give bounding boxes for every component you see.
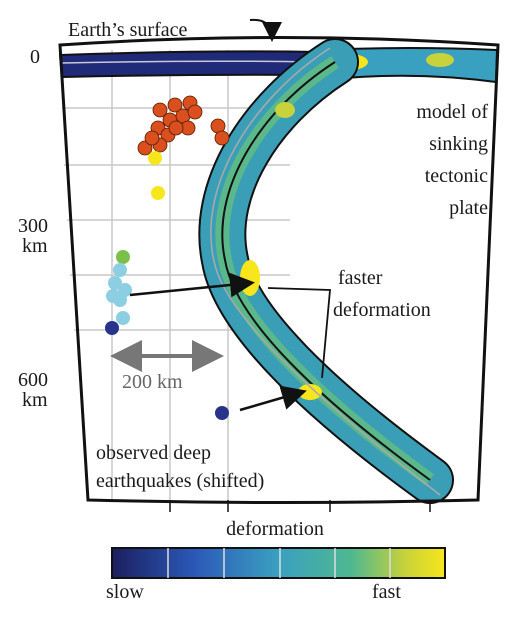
arrow xyxy=(239,385,307,412)
colorbar xyxy=(111,547,446,579)
title: Earth’s surface xyxy=(68,19,188,41)
colorbar-ticks xyxy=(167,548,391,578)
scale-label: 200 km xyxy=(122,371,183,393)
model-line: tectonic xyxy=(425,165,488,187)
earthquakes-deep xyxy=(106,263,132,325)
frame xyxy=(58,36,500,504)
earthquake xyxy=(151,186,165,200)
colorbar-title: deformation xyxy=(226,518,324,540)
deformation-note: faster xyxy=(338,267,383,289)
arrow xyxy=(129,272,255,298)
model-line: model of xyxy=(416,101,488,123)
earthquake xyxy=(215,406,229,420)
frame-ticks xyxy=(169,500,431,512)
hotspot xyxy=(426,53,454,67)
slab-trace xyxy=(210,47,441,496)
depth-label: km xyxy=(22,389,48,411)
earthquake xyxy=(148,151,162,165)
earthquake-note: observed deep xyxy=(96,442,211,464)
hotspot xyxy=(275,102,295,118)
model-label: model of sinking tectonic plate xyxy=(416,101,488,219)
earthquake-note: earthquakes (shifted) xyxy=(96,470,264,492)
deformation-note: deformation xyxy=(333,299,431,321)
slab-contour xyxy=(221,61,431,481)
depth-label: 0 xyxy=(30,46,40,68)
bracket xyxy=(267,287,331,379)
depth-label: km xyxy=(22,235,48,257)
colorbar-low: slow xyxy=(106,581,144,603)
earthquakes-shallow xyxy=(137,95,230,156)
depth-label: 600 xyxy=(18,369,48,391)
surface-line xyxy=(61,60,316,64)
colorbar-high: fast xyxy=(372,581,401,603)
hotspot xyxy=(240,260,260,296)
depth-label: 300 xyxy=(18,215,48,237)
model-line: sinking xyxy=(429,133,488,155)
earthquake xyxy=(116,250,130,264)
surface-arrow xyxy=(249,18,282,42)
earthquake xyxy=(105,321,119,335)
model-line: plate xyxy=(449,197,488,219)
